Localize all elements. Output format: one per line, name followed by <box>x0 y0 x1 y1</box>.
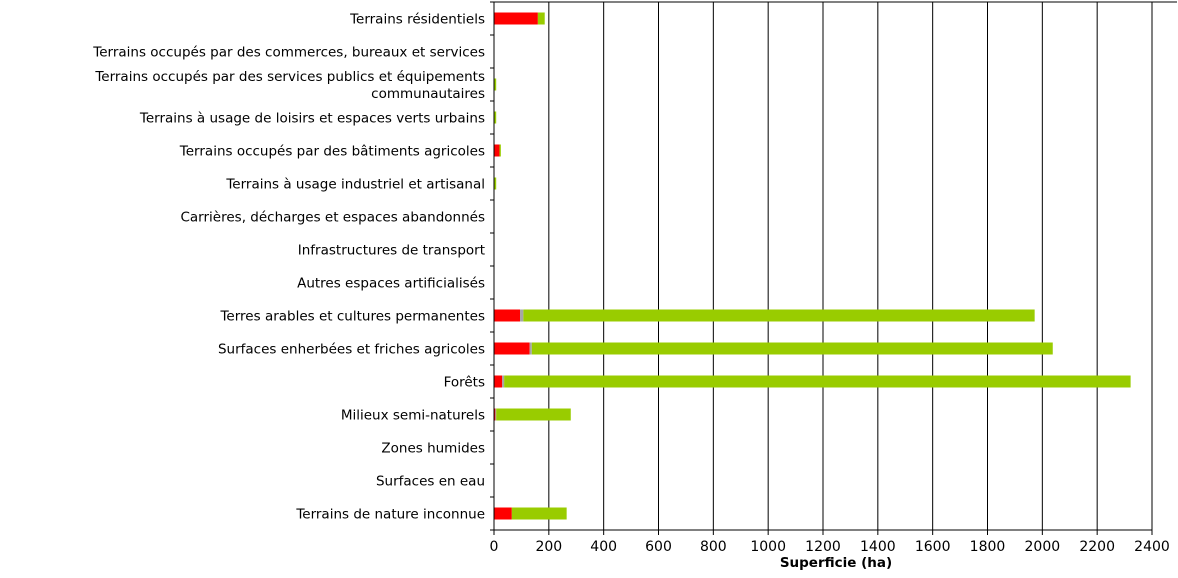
axes <box>490 1 1177 535</box>
x-tick-label: 200 <box>535 539 562 555</box>
category-labels: Terrains résidentiels Terrains occupés pa… <box>92 12 485 523</box>
category-label: communautaires <box>371 86 485 102</box>
x-tick-label: 1400 <box>860 539 896 555</box>
category-label: Terrains occupés par des bâtiments agric… <box>179 144 485 160</box>
category-label: Carrières, décharges et espaces abandonn… <box>180 210 485 226</box>
bar-segment <box>502 375 505 388</box>
x-tick-label: 1800 <box>970 539 1006 555</box>
bar-segment <box>494 177 497 190</box>
bar-segment <box>529 342 532 355</box>
bar-segment <box>499 144 501 157</box>
bar-segment <box>511 507 567 520</box>
bar-segment <box>494 342 530 355</box>
category-label: Infrastructures de transport <box>298 243 485 259</box>
x-tick-label: 2200 <box>1079 539 1115 555</box>
category-label: Surfaces enherbées et friches agricoles <box>218 342 485 358</box>
bar-segment <box>504 375 1131 388</box>
bar-segment <box>531 342 1053 355</box>
x-axis-title: Superficie (ha) <box>780 555 892 571</box>
x-tick-label: 400 <box>590 539 617 555</box>
bar-segment <box>494 144 500 157</box>
x-tick-labels: 0 200 400 600 800 1000 1200 1400 1600 1800 2000 220… <box>490 539 1170 555</box>
x-tick-label: 600 <box>645 539 672 555</box>
x-tick-label: 1200 <box>805 539 841 555</box>
x-tick-label: 1600 <box>915 539 951 555</box>
x-tick-label: 0 <box>490 539 499 555</box>
bar-segment <box>494 375 503 388</box>
bar-segment <box>494 408 496 421</box>
x-tick-label: 800 <box>700 539 727 555</box>
bar-segment <box>520 309 524 322</box>
bar-segment <box>523 309 1035 322</box>
bar-segment <box>494 12 538 25</box>
x-tick-label: 2400 <box>1134 539 1170 555</box>
bar-segment <box>494 78 497 91</box>
category-label: Terrains occupés par des commerces, bure… <box>92 45 485 61</box>
category-label: Terrains de nature inconnue <box>295 507 485 523</box>
category-label: Zones humides <box>381 441 485 457</box>
x-tick-label: 2000 <box>1025 539 1061 555</box>
category-label: Surfaces en eau <box>376 474 485 490</box>
category-label: Terrains occupés par des services public… <box>94 69 485 85</box>
bars <box>494 12 1131 520</box>
category-label: Milieux semi-naturels <box>341 408 485 424</box>
category-label: Terrains à usage de loisirs et espaces v… <box>139 111 485 127</box>
gridlines <box>548 2 1153 530</box>
bar-segment <box>494 309 521 322</box>
bar-segment <box>496 408 571 421</box>
x-tick-label: 1000 <box>750 539 786 555</box>
bar-segment <box>537 12 545 25</box>
category-label: Terres arables et cultures permanentes <box>219 309 485 325</box>
category-label: Terrains résidentiels <box>349 12 485 28</box>
category-label: Autres espaces artificialisés <box>297 276 485 292</box>
category-label: Terrains à usage industriel et artisanal <box>225 177 485 193</box>
bar-segment <box>495 408 497 421</box>
bar-segment <box>494 111 497 124</box>
bar-segment <box>494 507 512 520</box>
category-label: Forêts <box>444 375 485 391</box>
